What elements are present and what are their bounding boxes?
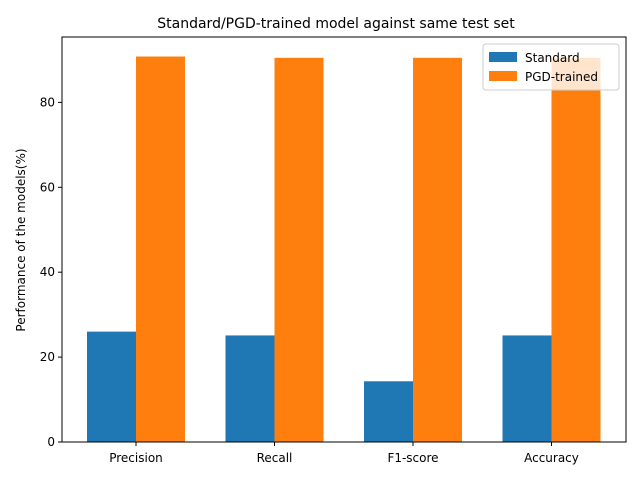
legend-label: Standard [525,51,580,65]
bar-pgd-trained-recall [274,57,324,443]
y-tick-label: 80 [40,95,55,109]
legend-swatch [489,71,517,81]
bar-standard-precision [87,331,136,442]
axes-group: 0 20 40 60 80 Precision Recall F1-score Accuracy [40,36,627,465]
y-tick-label: 40 [40,265,55,279]
legend-swatch [489,52,517,62]
x-tick-label: Accuracy [524,451,579,465]
bar-pgd-trained-precision [136,56,185,443]
x-tick-label: Recall [257,451,293,465]
bar-standard-f1-score [364,381,413,442]
y-tick-label: 20 [40,350,55,364]
legend-label: PGD-trained [525,70,598,84]
legend: Standard PGD-trained [482,43,620,91]
x-tick-label: Precision [109,451,163,465]
bars-group [87,56,601,443]
bar-pgd-trained-f1-score [413,57,462,443]
chart-title: Standard/PGD-trained model against same … [157,16,515,32]
y-axis-label: Performance of the models(%) [14,148,28,331]
bar-standard-recall [225,335,275,442]
x-tick-label: F1-score [387,451,438,465]
plot-frame [61,36,627,443]
y-tick-label: 60 [40,180,55,194]
bar-pgd-trained-accuracy [551,57,601,443]
y-tick-label: 0 [47,435,55,449]
bar-standard-accuracy [502,335,552,442]
